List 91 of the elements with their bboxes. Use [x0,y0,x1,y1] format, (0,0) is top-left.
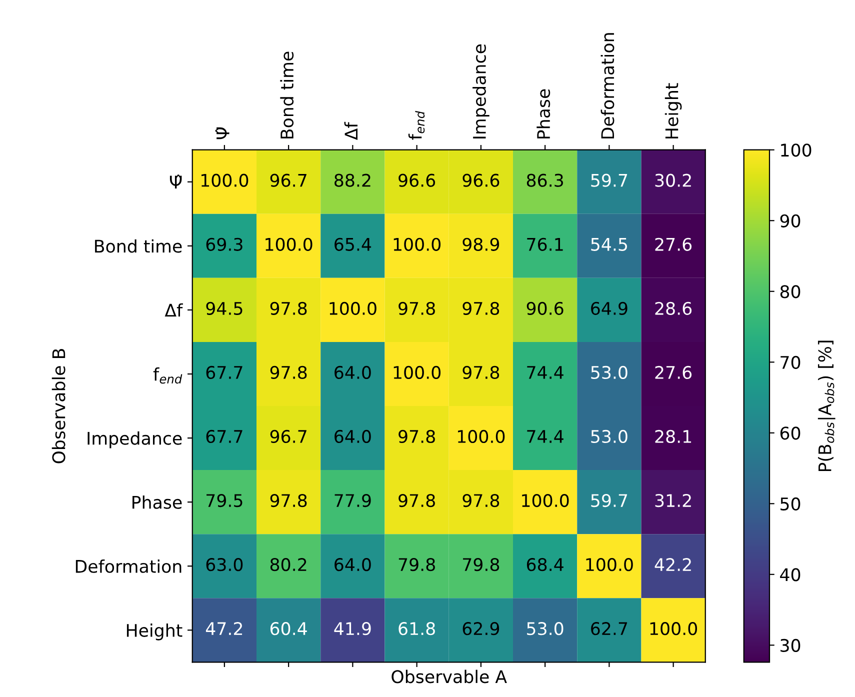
data-label: 96.7 [270,174,306,187]
y-tick-label: Deformation [76,560,182,573]
data-label: 79.8 [463,558,500,572]
data-label: 53.0 [591,366,628,380]
data-label: 59.7 [591,494,628,508]
data-label: 53.0 [527,622,564,636]
x-tick-label: Height [664,83,682,138]
data-label: 80.2 [270,558,306,572]
data-label: 100.0 [394,366,441,380]
data-label: 97.8 [270,302,307,315]
y-tick-label: Δf [164,303,183,317]
data-label: 64.9 [591,302,628,315]
data-label: 88.2 [334,174,370,187]
data-label: 98.9 [462,238,500,251]
data-label: 67.7 [206,430,242,444]
data-label: 47.2 [206,622,242,635]
data-label: 30.2 [655,174,691,187]
data-label: 100.0 [201,174,248,187]
data-label: 97.8 [462,302,500,315]
data-label: 97.8 [270,494,307,508]
x-tick-label: Bond time [280,52,294,138]
x-tick-label: f$_{end}$ [408,110,425,140]
data-label: 79.8 [398,558,435,572]
y-tick-label: Height [126,624,182,640]
data-label: 31.2 [655,494,691,508]
data-label: 27.6 [655,238,692,251]
data-label: 42.2 [654,558,691,571]
data-label: 69.3 [206,238,242,251]
x-tick-label: Impedance [472,44,490,138]
data-label: 28.6 [655,302,692,315]
y-tick-label: Bond time [95,239,182,253]
data-label: 90.6 [526,302,564,315]
data-label: 74.4 [527,366,564,379]
data-label: 59.7 [591,174,628,187]
data-label: 97.8 [462,494,500,508]
data-label: 67.7 [206,366,242,380]
data-label: 97.8 [398,494,435,508]
data-label: 76.1 [527,238,563,251]
data-label: 100.0 [586,558,633,572]
color-bar-title: P(B$_{obs}$|A$_{obs}$) [%] [818,340,836,472]
y-tick-label: Phase [132,495,182,509]
data-label: 100.0 [266,238,312,251]
data-label: 62.9 [462,622,500,636]
data-label: 53.0 [591,430,628,444]
data-label: 62.7 [591,622,628,636]
data-label: 97.8 [398,302,435,315]
x-axis-title: Observable A [392,670,507,684]
color-bar-label: 100 [781,144,812,157]
data-label: 27.6 [655,366,692,380]
data-label: 68.4 [526,558,564,572]
y-tick-label: Ψ̂ [170,174,182,188]
x-tick-label: Ψ̂ [215,127,230,140]
data-label: 100.0 [394,238,441,251]
data-label: 61.8 [398,622,435,636]
color-bar-label: 30 [780,638,800,652]
data-label: 28.1 [655,430,692,444]
data-label: 96.7 [270,430,306,444]
color-bar-label: 80 [780,285,800,298]
data-label: 100.0 [330,302,376,315]
data-label: 100.0 [522,494,569,508]
data-label: 86.3 [526,174,563,187]
data-label: 64.0 [334,558,371,572]
color-bar-label: 70 [780,356,800,369]
y-tick-label: Impedance [88,431,182,448]
data-label: 96.6 [462,174,500,187]
y-axis-title: Observable B [52,349,66,464]
y-tick-label: f$_{end}$ [153,367,182,384]
color-bar-label: 90 [780,214,800,228]
color-bar-label: 60 [780,426,800,440]
data-label: 63.0 [206,558,243,572]
data-label: 96.6 [398,174,436,187]
data-label: 100.0 [458,430,505,444]
data-label: 74.4 [527,430,564,443]
data-label: 97.8 [398,430,435,444]
data-label: 79.5 [206,494,242,508]
color-bar-label: 40 [780,568,800,582]
data-label: 60.4 [270,622,307,636]
data-label: 97.8 [270,366,307,380]
data-label: 54.5 [591,238,627,251]
x-tick-label: Deformation [600,33,614,138]
data-label: 64.0 [334,430,371,444]
data-label: 97.8 [462,366,500,380]
x-tick-label: Δf [344,122,358,140]
color-bar-label: 50 [780,497,800,510]
data-label: 77.9 [334,494,371,508]
data-label: 41.9 [334,622,371,636]
data-label: 100.0 [650,622,698,636]
x-tick-label: Phase [536,89,550,138]
data-label: 64.0 [334,366,371,380]
data-label: 65.4 [334,238,372,251]
data-label: 94.5 [206,302,242,315]
